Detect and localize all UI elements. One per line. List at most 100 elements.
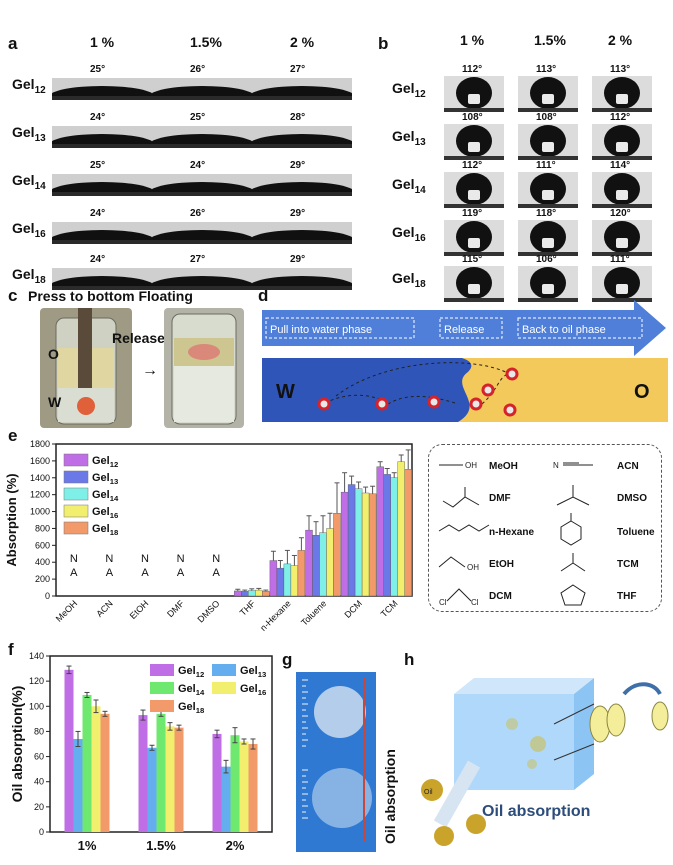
panel-a-angle: 27° (290, 64, 306, 75)
na-label-top: N (177, 553, 185, 565)
oil-droplet-image (518, 172, 578, 208)
solvent-name: ACN (617, 461, 639, 472)
y-axis-label: Oil absorption(%) (9, 686, 25, 803)
bar (234, 590, 242, 597)
chart-e-frame (55, 443, 413, 597)
x-tick-label: DMSO (195, 598, 221, 624)
panel-a-angle: 28° (290, 112, 306, 123)
water-droplet-image (52, 78, 152, 100)
oil-droplet-image (592, 124, 652, 160)
gel-legend-label: Gel14 (92, 489, 119, 503)
oil-droplet-image (592, 172, 652, 208)
panel-b-angle: 112° (462, 160, 483, 171)
oil-droplet-text: Oil (424, 789, 433, 796)
structure-thf-icon (560, 584, 586, 606)
y-tick-label: 120 (29, 676, 44, 686)
bar (354, 488, 363, 597)
panel-label-c: c (8, 286, 18, 305)
panel-b-row-label: Gel18 (392, 270, 426, 290)
panel-label-g: g (282, 650, 293, 669)
legend-swatch (212, 664, 236, 676)
oil-droplet-image (518, 124, 578, 160)
oil-droplet-image (444, 172, 504, 208)
bar (262, 591, 270, 597)
panel-b-row-label: Gel12 (392, 80, 426, 100)
structure-dmso-icon (556, 485, 590, 506)
oil-absorption-vertical-label: Oil absorption (382, 749, 398, 844)
x-tick-label: DCM (342, 598, 364, 620)
legend-swatch (63, 487, 89, 501)
y-tick-label: 1600 (30, 456, 50, 466)
water-label: W (276, 381, 295, 403)
gel-legend-label: Gel16 (240, 683, 266, 697)
panel-h-illustration: Oil Oil absorption (421, 678, 669, 846)
oil-phase-label: O (48, 346, 59, 362)
panel-a-row-label: Gel16 (12, 220, 46, 240)
vial-photo-floating (164, 308, 244, 428)
step-back-to-oil: Back to oil phase (522, 324, 606, 336)
bar (239, 741, 249, 832)
bar (319, 532, 327, 597)
water-droplet-image (252, 174, 352, 196)
y-tick-label: 600 (35, 540, 50, 550)
y-axis-label: Absorption (%) (4, 473, 19, 566)
bar (326, 528, 334, 597)
panel-b-angle: 106° (536, 254, 557, 265)
solvent-name: TCM (617, 559, 639, 570)
svg-text:Cl: Cl (471, 598, 479, 607)
svg-text:Cl: Cl (439, 598, 447, 607)
panel-b-angle: 114° (610, 160, 631, 171)
panel-c-title: Press to bottom Floating (28, 288, 193, 304)
structure-tcm-icon (560, 553, 586, 572)
bar (156, 713, 166, 832)
bar (290, 565, 299, 597)
x-tick-label: n-Hexane (258, 598, 293, 633)
y-tick-label: 1200 (30, 490, 50, 500)
cube-side (574, 678, 594, 790)
x-tick-label: 1.5% (146, 838, 176, 853)
panel-a-angle: 26° (190, 208, 206, 219)
gel-legend-label: Gel12 (92, 455, 118, 469)
legend-swatch (150, 700, 174, 712)
bar (376, 466, 384, 597)
structure-etoh-icon: OH (438, 556, 479, 572)
water-droplet-image (252, 222, 352, 244)
oil-droplet-image (518, 76, 578, 112)
x-tick-label: Toluene (299, 598, 328, 627)
gel-legend-label: Gel18 (178, 701, 205, 715)
particle-icon (503, 403, 517, 417)
panel-a-angle: 29° (290, 160, 306, 171)
panel-b-angle: 112° (610, 112, 631, 123)
bar (368, 493, 377, 597)
water-droplet-image (52, 126, 152, 148)
panel-b-conc-header: 1 % (460, 32, 485, 48)
x-tick-label: EtOH (128, 598, 151, 621)
solvent-name: DMF (489, 493, 511, 504)
bar (305, 529, 313, 597)
legend-swatch (150, 664, 174, 676)
structure-dcm-icon: Cl Cl (439, 588, 479, 607)
panel-b-angle: 111° (610, 254, 630, 265)
structure-dmf-icon (442, 487, 480, 508)
legend-swatch (150, 682, 174, 694)
x-tick-label: THF (238, 598, 258, 618)
panel-f-oil-absorption-chart: 0 20 40 60 80 100 120 140 Oil absorption(%) 1% 1.5… (9, 651, 273, 853)
bar (404, 469, 412, 597)
oil-droplet-icon (434, 826, 454, 846)
bar (276, 567, 285, 597)
y-tick-label: 40 (34, 777, 44, 787)
structure-hexane-icon (438, 524, 490, 532)
legend-swatch (63, 521, 89, 535)
panel-label-e: e (8, 426, 18, 445)
na-label-top: N (212, 553, 220, 565)
na-label-bottom: A (213, 567, 221, 579)
panel-a-conc-header: 1.5% (190, 34, 222, 50)
gel-legend-label: Gel16 (92, 506, 118, 520)
y-tick-label: 1400 (30, 473, 50, 483)
bar (221, 766, 231, 832)
panel-a-row-label: Gel18 (12, 266, 46, 286)
na-label-top: N (70, 553, 78, 565)
oil-droplet-image (592, 76, 652, 112)
particle-icon (375, 397, 389, 411)
oil-droplet-image (444, 220, 504, 256)
